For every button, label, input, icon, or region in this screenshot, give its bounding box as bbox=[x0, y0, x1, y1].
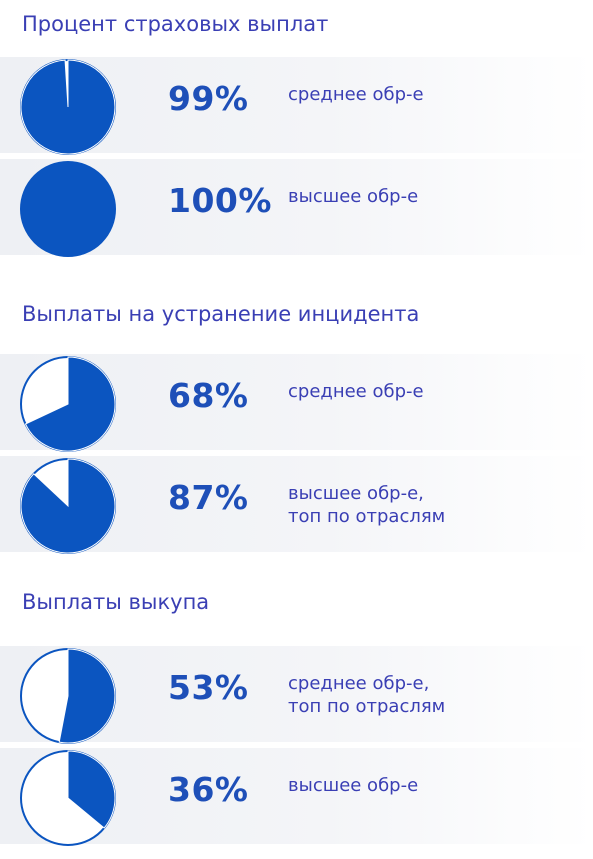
description-line: топ по отраслям bbox=[288, 506, 446, 527]
section-title-ransom-payouts: Выплаты выкупа bbox=[22, 590, 210, 614]
description-line: среднее обр-е bbox=[288, 381, 424, 402]
section-title-insurance-payouts: Процент страховых выплат bbox=[22, 12, 329, 36]
description: высшее обр-е bbox=[288, 774, 418, 797]
description: среднее обр-е, топ по отраслям bbox=[288, 672, 445, 718]
stat-row: 36% высшее обр-е bbox=[0, 748, 593, 846]
description: среднее обр-е bbox=[288, 380, 424, 403]
pie-slice bbox=[20, 458, 116, 554]
section-title-incident-payouts: Выплаты на устранение инцидента bbox=[22, 302, 420, 326]
pie-chart bbox=[20, 648, 116, 744]
percent-label: 68% bbox=[168, 376, 249, 415]
description-line: топ по отраслям bbox=[288, 696, 446, 717]
pie-chart bbox=[20, 458, 116, 554]
stat-row: 99% среднее обр-е bbox=[0, 57, 593, 155]
pie-slice bbox=[21, 162, 115, 256]
description-line: высшее обр-е bbox=[288, 186, 419, 207]
description-line: среднее обр-е bbox=[288, 84, 424, 105]
pie-chart bbox=[20, 356, 116, 452]
description-line: среднее обр-е, bbox=[288, 673, 430, 694]
stat-row: 100% высшее обр-е bbox=[0, 159, 593, 257]
pie-slice bbox=[20, 59, 116, 155]
percent-label: 53% bbox=[168, 668, 249, 707]
description: высшее обр-е bbox=[288, 185, 418, 208]
percent-label: 87% bbox=[168, 478, 249, 517]
percent-label: 36% bbox=[168, 770, 249, 809]
stat-row: 87% высшее обр-е, топ по отраслям bbox=[0, 456, 593, 554]
description: высшее обр-е, топ по отраслям bbox=[288, 482, 445, 528]
pie-slice bbox=[24, 356, 116, 452]
description: среднее обр-е bbox=[288, 83, 424, 106]
description-line: высшее обр-е, bbox=[288, 483, 424, 504]
description-line: высшее обр-е bbox=[288, 775, 419, 796]
stat-row: 53% среднее обр-е, топ по отраслям bbox=[0, 646, 593, 744]
pie-slice bbox=[58, 648, 116, 744]
stat-row: 68% среднее обр-е bbox=[0, 354, 593, 452]
pie-chart bbox=[20, 750, 116, 846]
pie-chart bbox=[20, 161, 116, 257]
percent-label: 100% bbox=[168, 181, 272, 220]
percent-label: 99% bbox=[168, 79, 249, 118]
pie-chart bbox=[20, 59, 116, 155]
pie-slice bbox=[67, 750, 116, 829]
